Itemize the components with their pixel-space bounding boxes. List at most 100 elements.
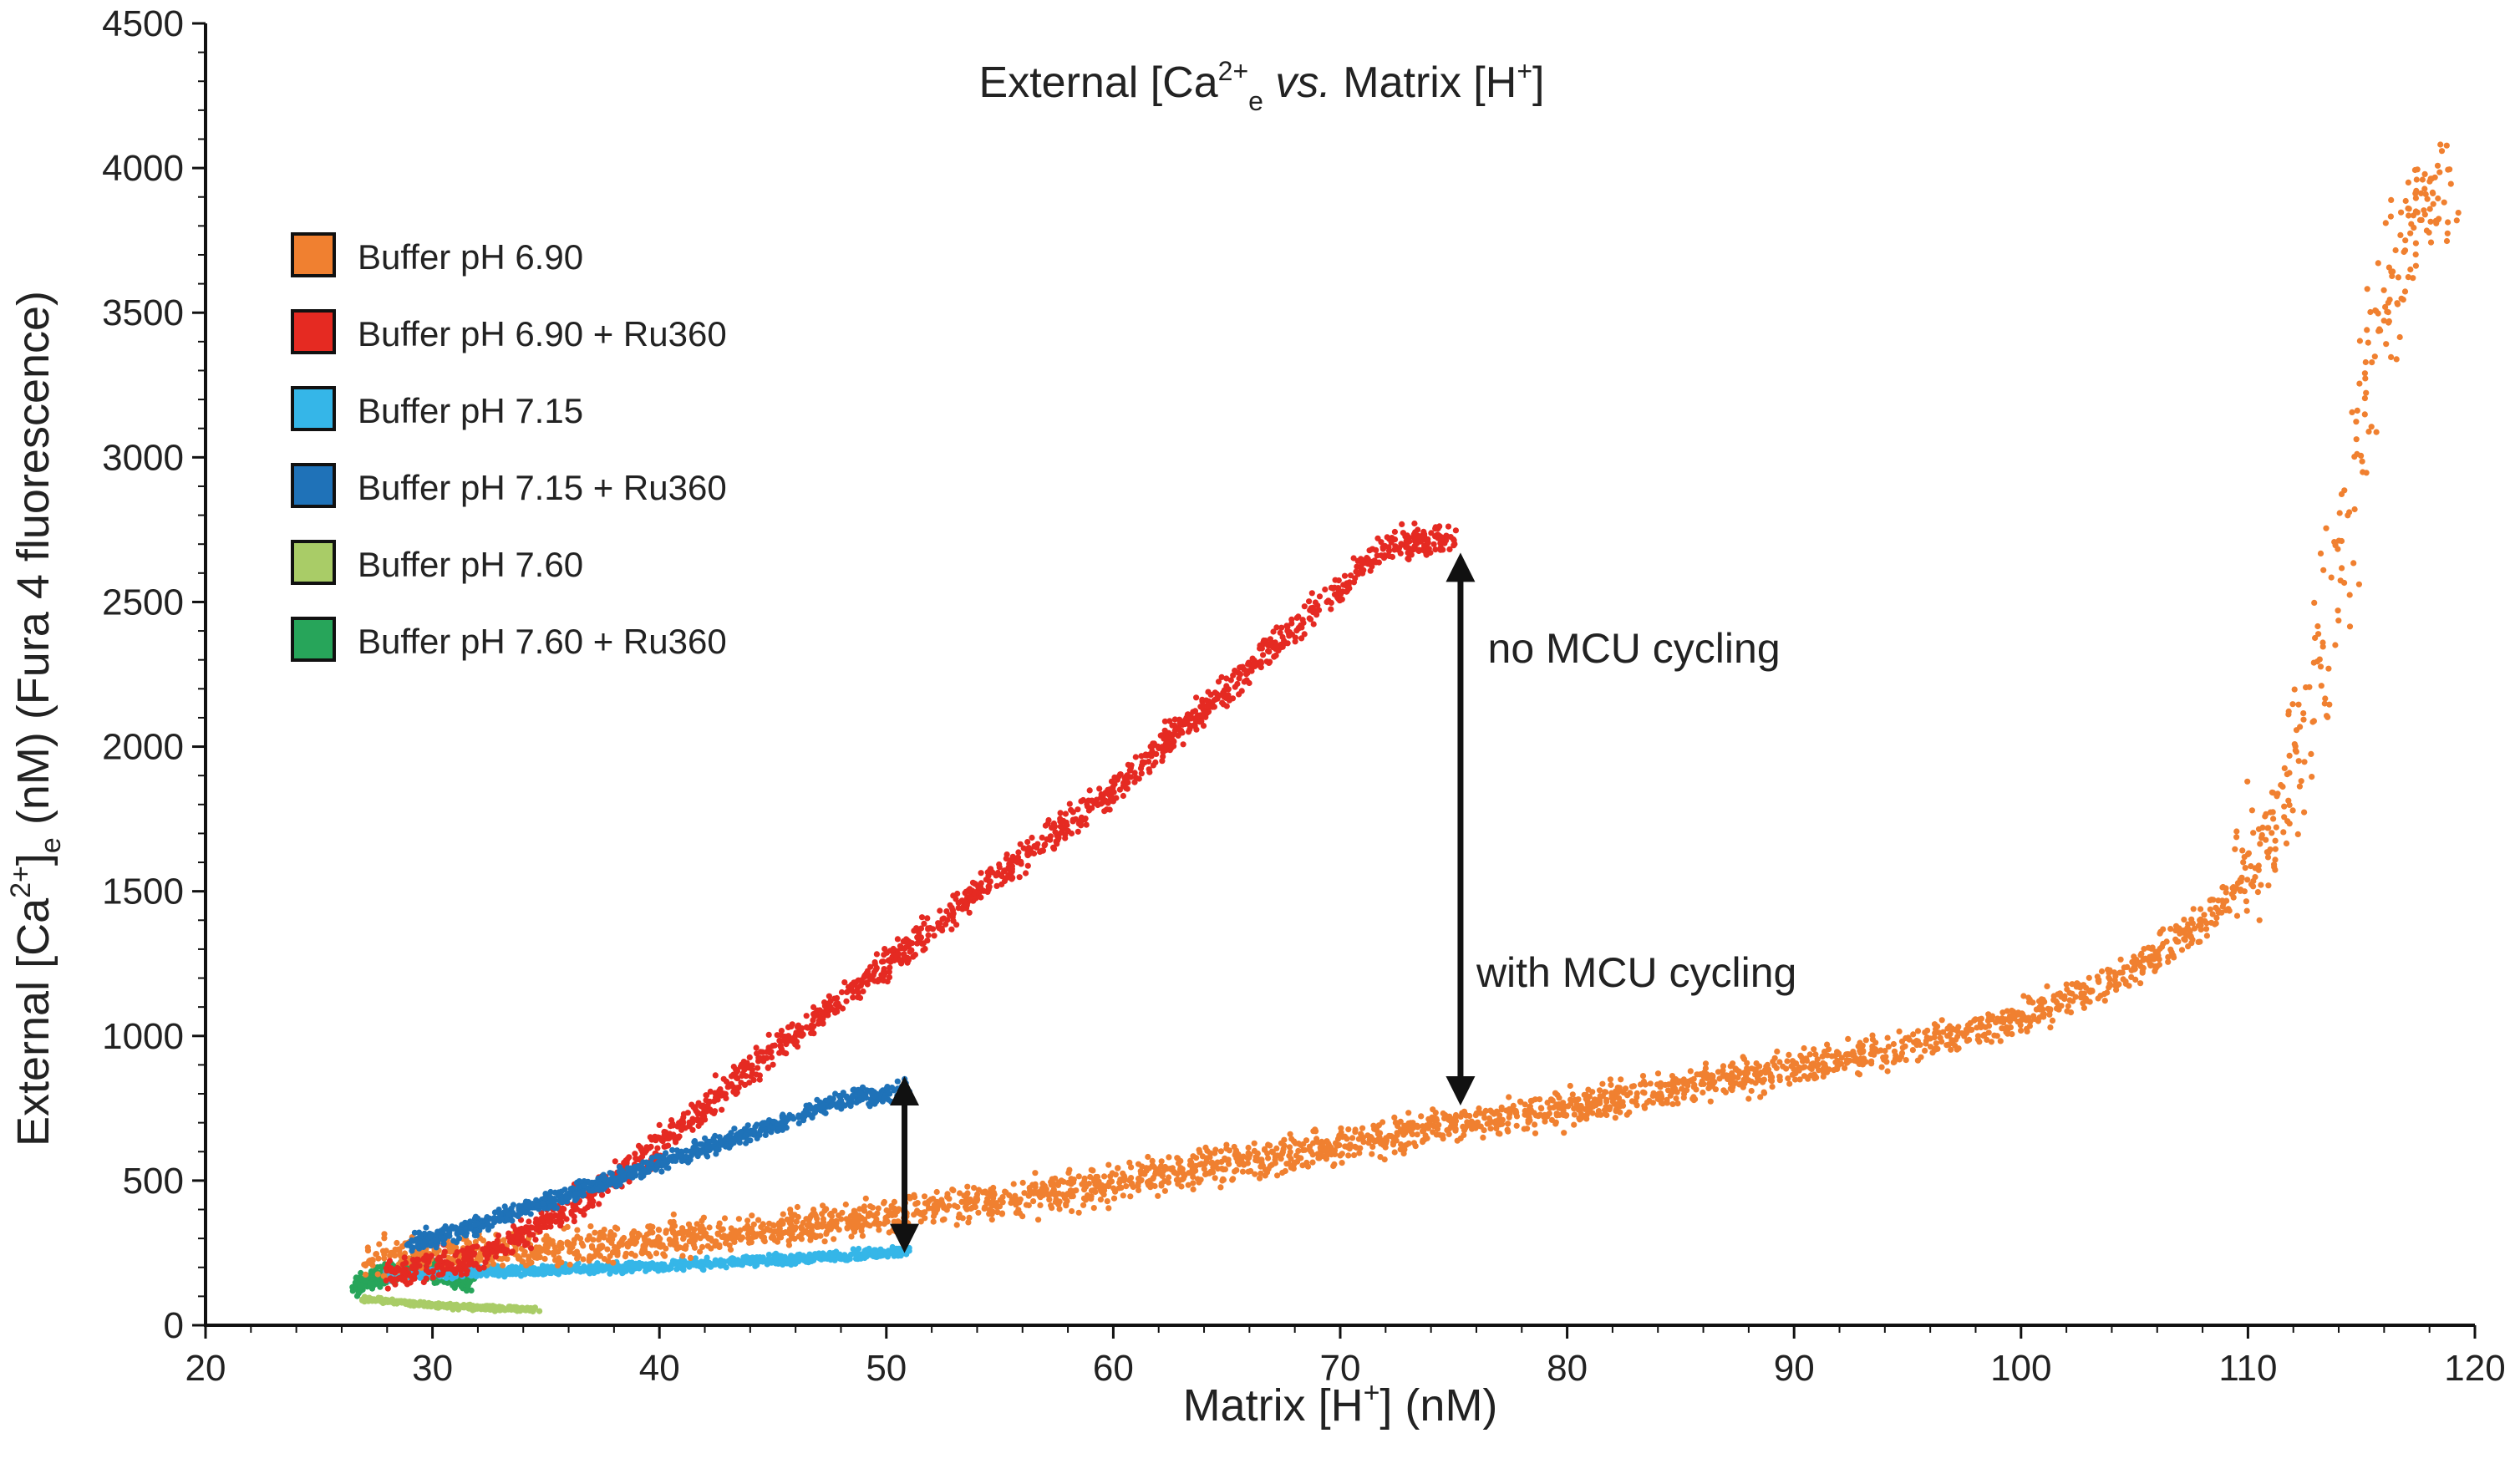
data-point (2117, 956, 2124, 963)
data-point (1253, 1155, 1260, 1161)
data-point (1796, 1076, 1803, 1083)
data-point (1607, 1076, 1613, 1083)
data-point (558, 1259, 565, 1266)
data-point (1154, 1166, 1161, 1172)
data-point (2015, 1019, 2021, 1025)
data-point (2207, 906, 2213, 912)
data-point (2301, 759, 2308, 765)
data-point (729, 1261, 736, 1268)
data-point (857, 1255, 864, 1262)
data-point (2004, 1030, 2011, 1037)
data-point (2152, 968, 2158, 974)
data-point (1349, 1135, 1356, 1141)
data-point (2181, 917, 2187, 923)
data-point (2220, 883, 2227, 891)
data-point (1735, 1074, 1741, 1081)
data-point (1381, 1156, 1388, 1163)
data-point (2318, 683, 2324, 689)
data-point (2238, 874, 2245, 881)
data-point (2428, 175, 2435, 182)
data-point (2258, 835, 2265, 841)
data-point (1525, 1119, 1532, 1126)
data-point (1811, 1071, 1817, 1078)
data-point (638, 1249, 645, 1256)
data-point (1860, 1061, 1867, 1068)
data-point (1641, 1090, 1648, 1096)
data-point (2007, 1024, 2014, 1031)
data-point (1883, 1059, 1890, 1065)
data-point (676, 1244, 683, 1251)
data-point (1035, 1217, 1042, 1223)
data-point (2212, 921, 2218, 928)
data-point (939, 1217, 946, 1223)
data-point (1328, 1144, 1334, 1151)
data-point (451, 1281, 459, 1288)
data-point (666, 1236, 673, 1243)
data-point (1544, 1100, 1551, 1106)
data-point (1801, 1044, 1807, 1052)
data-point (1729, 1087, 1735, 1094)
data-point (2066, 989, 2073, 996)
data-point (401, 1254, 408, 1261)
data-point (1845, 1035, 1852, 1042)
data-point (1312, 599, 1318, 606)
data-point (352, 1279, 358, 1286)
data-point (626, 1259, 633, 1266)
data-point (1913, 1038, 1920, 1044)
data-point (2079, 990, 2086, 997)
data-point (580, 1256, 587, 1263)
data-point (789, 1021, 795, 1028)
data-point (622, 1250, 630, 1257)
data-point (2050, 993, 2057, 999)
data-point (690, 1242, 697, 1248)
data-point (1771, 1055, 1778, 1061)
data-point (2258, 882, 2264, 888)
data-point (1080, 1202, 1087, 1208)
data-point (1583, 1111, 1590, 1118)
data-point (1760, 1089, 1767, 1095)
data-point (655, 1227, 662, 1233)
data-point (820, 1202, 826, 1209)
data-point (1556, 1095, 1562, 1101)
data-point (882, 1214, 889, 1221)
data-point (2436, 169, 2443, 175)
data-point (1222, 1156, 1229, 1163)
data-point (2101, 991, 2108, 998)
data-point (1936, 1029, 1943, 1036)
data-point (2029, 999, 2035, 1006)
data-point (1287, 1149, 1293, 1156)
data-point (1673, 1076, 1679, 1083)
data-point (1882, 1048, 1888, 1055)
data-point (1709, 1076, 1715, 1083)
data-point (2423, 227, 2430, 234)
data-point (1025, 1192, 1032, 1199)
data-point (654, 1145, 661, 1151)
data-point (2393, 356, 2400, 363)
data-point (2298, 778, 2304, 785)
data-point (2427, 218, 2434, 225)
data-point (1868, 1058, 1875, 1065)
data-point (1215, 678, 1222, 685)
data-point (1498, 1104, 1505, 1110)
data-point (856, 1206, 863, 1212)
data-point (2295, 701, 2302, 708)
data-point (1166, 1174, 1172, 1181)
data-point (2317, 663, 2324, 670)
data-point (2137, 980, 2144, 987)
data-point (963, 1199, 969, 1207)
data-point (2360, 469, 2366, 475)
data-point (1405, 1110, 1412, 1116)
data-point (2198, 917, 2205, 924)
data-point (1016, 874, 1023, 881)
data-point (1245, 1150, 1252, 1156)
data-point (414, 1302, 421, 1309)
data-point (843, 998, 850, 1004)
data-point (1029, 1182, 1036, 1188)
data-point (1279, 1169, 1286, 1177)
data-point (1279, 1149, 1286, 1156)
data-point (1567, 1082, 1573, 1090)
data-point (1773, 1065, 1780, 1071)
data-point (1745, 1095, 1752, 1102)
data-point (1204, 1147, 1211, 1154)
data-point (721, 1215, 729, 1222)
